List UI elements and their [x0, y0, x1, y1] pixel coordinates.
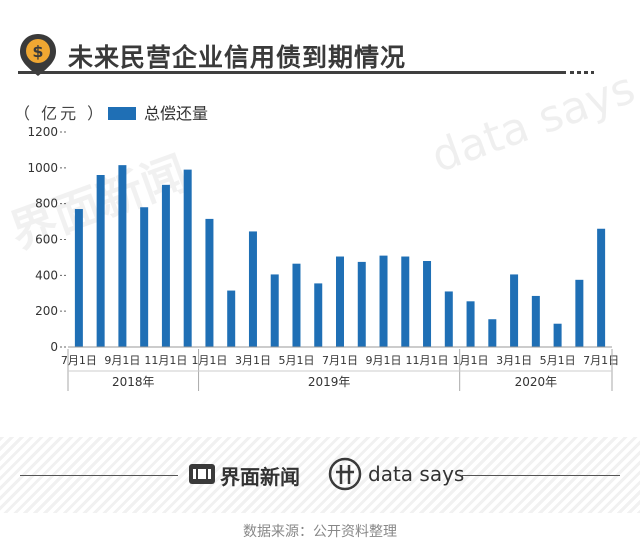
y-tick-label: 200 — [35, 304, 58, 318]
footer-rule-left — [20, 475, 178, 476]
bar — [140, 207, 149, 347]
x-tick-label: 1月1日 — [453, 354, 489, 367]
datasays-logo-icon — [328, 457, 362, 491]
x-tick-label: 5月1日 — [540, 354, 576, 367]
bar — [553, 323, 562, 347]
footer-brand-cn: 界面新闻 — [220, 465, 300, 489]
year-label: 2019年 — [308, 375, 351, 389]
x-tick-label: 9月1日 — [104, 354, 140, 367]
bar — [423, 261, 432, 347]
bar — [227, 290, 236, 347]
footer-rule-right — [462, 475, 620, 476]
bar — [292, 263, 301, 347]
bar — [205, 218, 214, 347]
chart-title: 未来民营企业信用债到期情况 — [68, 43, 407, 72]
title-underline-dots — [570, 71, 594, 74]
x-tick-label: 7月1日 — [61, 354, 97, 367]
year-label: 2018年 — [112, 375, 155, 389]
dollar-badge-icon: $ — [20, 34, 56, 76]
bar — [466, 301, 475, 347]
x-tick-label: 7月1日 — [322, 354, 358, 367]
badge-symbol: $ — [32, 42, 43, 61]
year-label: 2020年 — [515, 375, 558, 389]
x-tick-label: 3月1日 — [496, 354, 532, 367]
legend-label: 总偿还量 — [144, 104, 209, 123]
bar — [575, 279, 584, 347]
data-source: 数据来源：公开资料整理 — [243, 524, 397, 540]
x-tick-label: 7月1日 — [583, 354, 619, 367]
bar — [336, 256, 344, 347]
title-underline — [18, 71, 566, 74]
bar — [183, 169, 192, 347]
bar — [248, 231, 257, 347]
bar — [357, 261, 366, 347]
jiemian-logo-icon — [189, 464, 215, 484]
y-tick-label: 600 — [35, 233, 58, 247]
legend: 总偿还量 — [108, 100, 208, 124]
bar — [488, 319, 497, 347]
bar — [118, 165, 127, 347]
bar — [597, 228, 606, 347]
bar — [379, 255, 388, 347]
y-tick-label: 0 — [50, 340, 58, 354]
y-tick-label: 1200 — [27, 125, 58, 139]
bar — [74, 209, 83, 347]
y-unit-label: （ 亿元 ） — [14, 104, 107, 123]
x-tick-label: 3月1日 — [235, 354, 271, 367]
bar — [314, 283, 323, 347]
legend-swatch — [108, 107, 136, 120]
bar — [444, 291, 453, 347]
footer-brand-en: data says — [368, 462, 465, 486]
x-tick-label: 11月1日 — [144, 354, 187, 367]
bar — [510, 274, 519, 347]
bar — [270, 274, 279, 347]
y-tick-label: 800 — [35, 197, 58, 211]
bar-chart: 0 200 400 600 800 1000 1200 7月1日 9月1日 11月1日 1月1日 3月… — [27, 125, 619, 391]
x-tick-label: 9月1日 — [366, 354, 402, 367]
bar — [96, 175, 105, 347]
y-tick-label: 400 — [35, 268, 58, 282]
bar — [161, 184, 170, 347]
x-tick-label: 5月1日 — [278, 354, 314, 367]
y-tick-label: 1000 — [27, 161, 58, 175]
chart-header: $ 未来民营企业信用债到期情况 — [0, 0, 640, 90]
bar — [531, 295, 540, 347]
x-tick-label: 1月1日 — [191, 354, 227, 367]
x-tick-label: 11月1日 — [406, 354, 449, 367]
bar — [401, 256, 410, 347]
